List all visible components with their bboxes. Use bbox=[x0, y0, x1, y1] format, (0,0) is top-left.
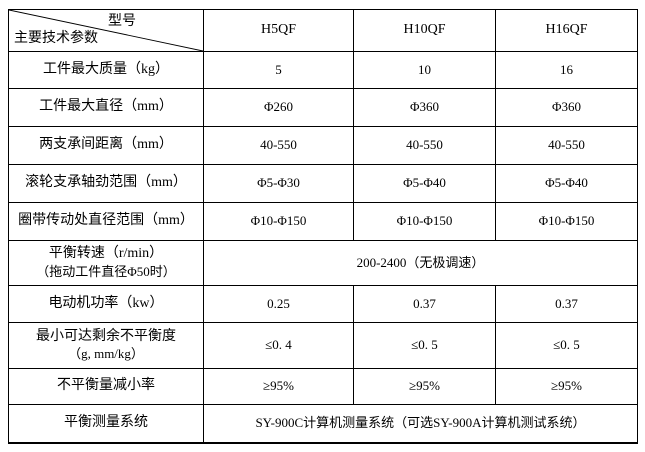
cell-value: 5 bbox=[203, 51, 354, 89]
row-label: 工件最大质量（kg） bbox=[8, 51, 204, 89]
cell-span-value: 200-2400（无极调速） bbox=[203, 240, 638, 286]
row-label: 最小可达剩余不平衡度 （g, mm/kg） bbox=[8, 322, 204, 369]
cell-value: Φ5-Φ40 bbox=[495, 164, 638, 203]
table-row-max-weight: 工件最大质量（kg） 5 10 16 bbox=[8, 51, 638, 89]
table-row-min-residual-unbalance: 最小可达剩余不平衡度 （g, mm/kg） ≤0. 4 ≤0. 5 ≤0. 5 bbox=[8, 322, 638, 369]
row-label: 工件最大直径（mm） bbox=[8, 88, 204, 127]
table-row-belt-drive-range: 圈带传动处直径范围（mm） Φ10-Φ150 Φ10-Φ150 Φ10-Φ150 bbox=[8, 202, 638, 241]
row-label: 不平衡量减小率 bbox=[8, 368, 204, 405]
column-header-h10qf: H10QF bbox=[353, 9, 496, 52]
row-label: 两支承间距离（mm） bbox=[8, 126, 204, 165]
row-label: 滚轮支承轴劲范围（mm） bbox=[8, 164, 204, 203]
table-row-unbalance-reduction-rate: 不平衡量减小率 ≥95% ≥95% ≥95% bbox=[8, 368, 638, 405]
header-model-label: 型号 bbox=[108, 14, 136, 29]
cell-value: 40-550 bbox=[353, 126, 496, 165]
table-row-max-diameter: 工件最大直径（mm） Φ260 Φ360 Φ360 bbox=[8, 88, 638, 127]
cell-value: Φ260 bbox=[203, 88, 354, 127]
cell-value: 40-550 bbox=[203, 126, 354, 165]
row-label: 电动机功率（kw） bbox=[8, 285, 204, 323]
row-label: 圈带传动处直径范围（mm） bbox=[8, 202, 204, 241]
row-label-line1: 平衡转速（r/min） bbox=[48, 246, 164, 262]
row-label-line2: （拖动工件直径Φ50时） bbox=[36, 263, 176, 279]
table-row-balance-speed: 平衡转速（r/min） （拖动工件直径Φ50时） 200-2400（无极调速） bbox=[8, 240, 638, 286]
cell-value: 0.37 bbox=[353, 285, 496, 323]
column-header-h5qf: H5QF bbox=[203, 9, 354, 52]
row-label: 平衡测量系统 bbox=[8, 404, 204, 443]
cell-value: 16 bbox=[495, 51, 638, 89]
table-row-support-distance: 两支承间距离（mm） 40-550 40-550 40-550 bbox=[8, 126, 638, 165]
row-label: 平衡转速（r/min） （拖动工件直径Φ50时） bbox=[8, 240, 204, 286]
cell-value: ≤0. 4 bbox=[203, 322, 354, 369]
table-row-roller-journal-range: 滚轮支承轴劲范围（mm） Φ5-Φ30 Φ5-Φ40 Φ5-Φ40 bbox=[8, 164, 638, 203]
cell-value: ≥95% bbox=[353, 368, 496, 405]
cell-value: ≤0. 5 bbox=[495, 322, 638, 369]
cell-value: Φ5-Φ40 bbox=[353, 164, 496, 203]
cell-value: 40-550 bbox=[495, 126, 638, 165]
cell-value: 10 bbox=[353, 51, 496, 89]
header-row: 型号 主要技术参数 H5QF H10QF H16QF bbox=[8, 9, 638, 52]
diagonal-line-icon bbox=[9, 10, 203, 51]
cell-value: ≤0. 5 bbox=[353, 322, 496, 369]
cell-value: Φ10-Φ150 bbox=[353, 202, 496, 241]
cell-value: 0.25 bbox=[203, 285, 354, 323]
table-row-measuring-system: 平衡测量系统 SY-900C计算机测量系统（可选SY-900A计算机测试系统） bbox=[8, 404, 638, 443]
spec-table: 型号 主要技术参数 H5QF H10QF H16QF 工件最大质量（kg） 5 … bbox=[8, 9, 638, 444]
cell-value: Φ360 bbox=[495, 88, 638, 127]
row-label-line1: 最小可达剩余不平衡度 bbox=[36, 328, 176, 344]
cell-value: Φ5-Φ30 bbox=[203, 164, 354, 203]
header-params-label: 主要技术参数 bbox=[14, 30, 98, 46]
cell-value: Φ10-Φ150 bbox=[495, 202, 638, 241]
cell-value: ≥95% bbox=[203, 368, 354, 405]
cell-value: ≥95% bbox=[495, 368, 638, 405]
cell-value: Φ10-Φ150 bbox=[203, 202, 354, 241]
table-row-motor-power: 电动机功率（kw） 0.25 0.37 0.37 bbox=[8, 285, 638, 323]
diagonal-header-cell: 型号 主要技术参数 bbox=[8, 9, 204, 52]
cell-value: Φ360 bbox=[353, 88, 496, 127]
cell-span-value: SY-900C计算机测量系统（可选SY-900A计算机测试系统） bbox=[203, 404, 638, 443]
row-label-line2: （g, mm/kg） bbox=[68, 346, 144, 362]
column-header-h16qf: H16QF bbox=[495, 9, 638, 52]
cell-value: 0.37 bbox=[495, 285, 638, 323]
